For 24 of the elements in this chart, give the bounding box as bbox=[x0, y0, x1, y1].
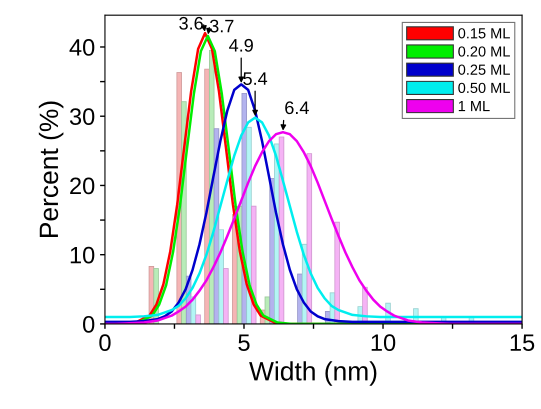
bar bbox=[306, 153, 312, 324]
x-tick-label: 15 bbox=[510, 334, 534, 351]
y-tick-label: 20 bbox=[70, 178, 94, 194]
y-axis-title: Percent (%) bbox=[38, 102, 64, 238]
bar bbox=[223, 268, 229, 324]
legend-label: 0.25 ML bbox=[458, 64, 510, 75]
x-tick-label: 0 bbox=[99, 334, 111, 351]
legend-label: 0.15 ML bbox=[458, 28, 510, 38]
legend-label: 0.50 ML bbox=[458, 82, 510, 94]
legend-label: 0.20 ML bbox=[458, 46, 510, 57]
bar bbox=[195, 314, 201, 324]
x-axis-title: Width (nm) bbox=[249, 361, 376, 386]
annotation: 3.7 bbox=[210, 20, 234, 32]
y-tick-label: 0 bbox=[83, 316, 94, 333]
annotation: 6.4 bbox=[285, 101, 309, 114]
annotation: 4.9 bbox=[229, 38, 253, 52]
legend-label: 1 ML bbox=[458, 101, 490, 112]
y-tick-label: 10 bbox=[70, 246, 94, 264]
y-tick-label: 30 bbox=[70, 108, 94, 126]
annotation: 3.6 bbox=[179, 16, 203, 30]
annotation: 5.4 bbox=[243, 72, 268, 85]
x-tick-label: 5 bbox=[238, 334, 250, 351]
x-tick-label: 10 bbox=[372, 334, 396, 351]
y-tick-label: 40 bbox=[70, 39, 94, 56]
